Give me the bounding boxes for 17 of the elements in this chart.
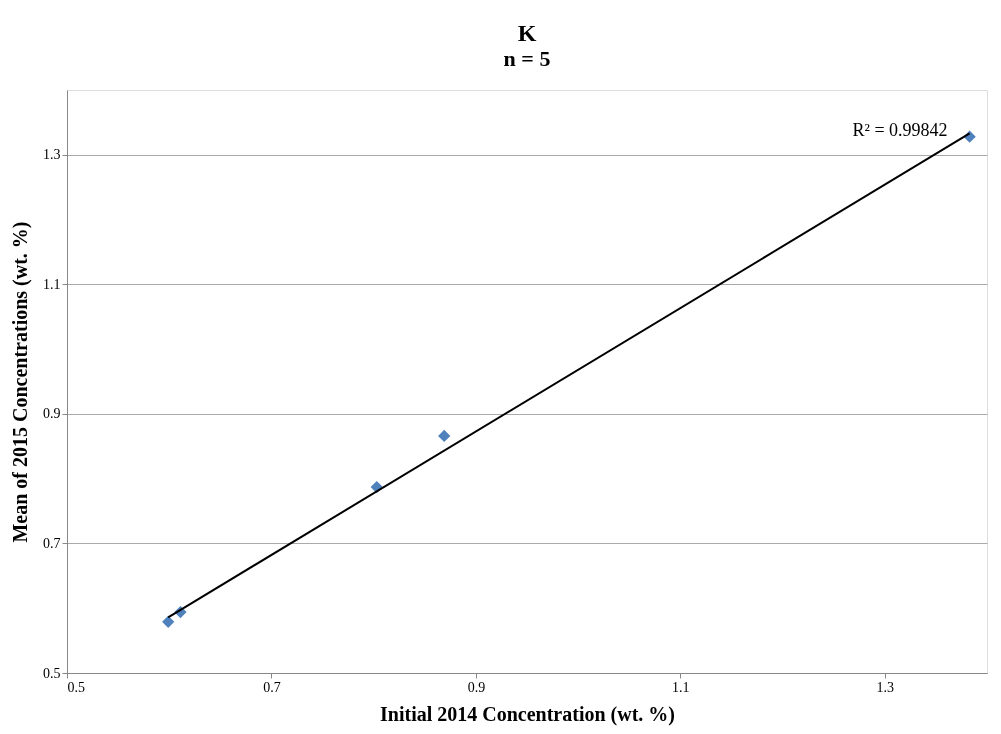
y-tick-label: 0.9 — [43, 406, 61, 422]
y-axis-title: Mean of 2015 Concentrations (wt. %) — [9, 221, 32, 543]
x-tick-label: 1.1 — [672, 679, 690, 695]
chart-subtitle: n = 5 — [503, 46, 551, 71]
point — [438, 429, 451, 443]
annotation: R² = 0.99842 — [852, 120, 948, 141]
y-tick-label: 0.5 — [43, 665, 61, 681]
x-tick-label: 0.9 — [467, 679, 486, 695]
x-tick-label: 1.3 — [876, 679, 895, 695]
chart-title: K — [517, 20, 537, 46]
point — [162, 615, 175, 628]
y-tick-label: 1.1 — [43, 276, 61, 292]
x-tick-label: 0.5 — [67, 679, 85, 695]
y-tick-label: 0.7 — [43, 535, 61, 551]
x-tick-label: 0.7 — [263, 679, 281, 695]
x-axis-title: Initial 2014 Concentration (wt. %) — [380, 702, 675, 726]
y-tick-label: 1.3 — [43, 147, 61, 163]
